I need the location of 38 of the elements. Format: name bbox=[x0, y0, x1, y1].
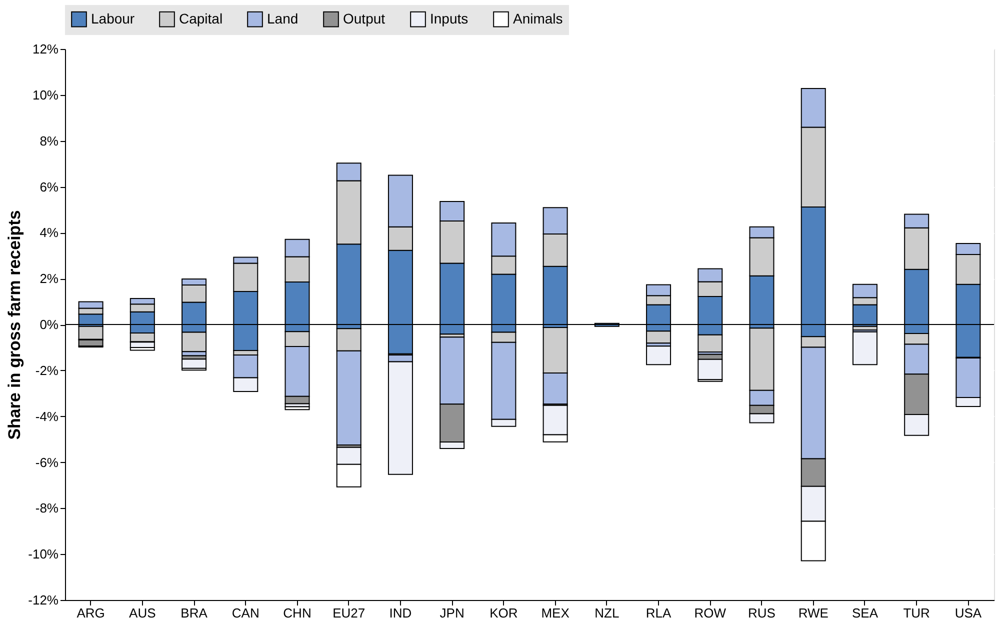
x-tick-label: CHN bbox=[283, 606, 312, 620]
y-tick-label: 12% bbox=[32, 42, 59, 56]
legend-label: Output bbox=[343, 10, 386, 26]
y-tick-label: -2% bbox=[35, 362, 59, 378]
x-tick-label: IND bbox=[389, 606, 412, 620]
x-tick-label: SEA bbox=[852, 606, 878, 620]
y-tick-label: -6% bbox=[35, 454, 59, 470]
x-tick-label: TUR bbox=[903, 606, 930, 620]
x-tick-label: RUS bbox=[748, 606, 776, 620]
y-tick-label: 0% bbox=[40, 317, 59, 332]
y-axis-title: Share in gross farm receipts bbox=[5, 210, 24, 440]
y-tick-label: 10% bbox=[32, 87, 59, 102]
legend-label: Inputs bbox=[430, 10, 468, 26]
x-tick-label: EU27 bbox=[332, 606, 366, 620]
legend-label: Labour bbox=[91, 10, 135, 26]
legend-label: Animals bbox=[513, 10, 563, 26]
y-tick-label: 4% bbox=[40, 225, 59, 240]
x-tick-label: ROW bbox=[694, 606, 727, 620]
x-tick-label: RLA bbox=[646, 606, 672, 620]
y-tick-label: -12% bbox=[28, 592, 59, 608]
x-tick-label: NZL bbox=[594, 606, 620, 620]
legend-label: Capital bbox=[179, 10, 223, 26]
y-tick-label: -8% bbox=[35, 500, 59, 516]
x-tick-label: RWE bbox=[798, 606, 829, 620]
x-tick-label: AUS bbox=[129, 606, 156, 620]
y-tick-label: -4% bbox=[35, 408, 59, 424]
x-tick-label: BRA bbox=[180, 606, 208, 620]
x-tick-label: USA bbox=[954, 606, 982, 620]
x-tick-label: JPN bbox=[440, 606, 464, 620]
x-tick-label: MEX bbox=[541, 606, 570, 620]
x-tick-label: CAN bbox=[232, 606, 260, 620]
legend-label: Land bbox=[267, 10, 298, 26]
x-tick-label: ARG bbox=[76, 606, 105, 620]
y-tick-label: -10% bbox=[28, 546, 59, 562]
y-tick-label: 2% bbox=[40, 271, 59, 286]
y-tick-label: 6% bbox=[40, 179, 59, 194]
x-tick-label: KOR bbox=[490, 606, 518, 620]
y-tick-label: 8% bbox=[40, 133, 59, 148]
